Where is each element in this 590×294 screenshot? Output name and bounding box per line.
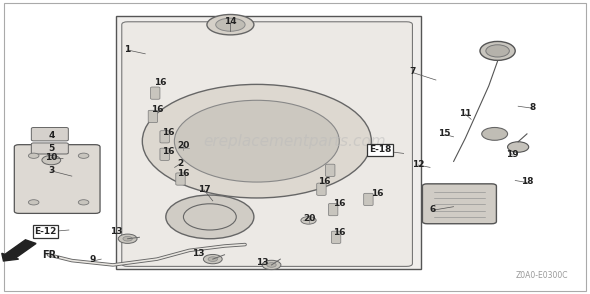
Circle shape (186, 205, 234, 229)
Text: 20: 20 (303, 214, 316, 223)
Text: 16: 16 (371, 189, 384, 198)
Text: 15: 15 (438, 129, 451, 138)
Text: 20: 20 (177, 141, 189, 150)
FancyBboxPatch shape (332, 231, 341, 243)
Bar (116, 16, 421, 269)
Text: 16: 16 (333, 199, 345, 208)
Circle shape (176, 144, 191, 151)
FancyBboxPatch shape (160, 148, 169, 161)
Text: 16: 16 (151, 105, 163, 114)
Circle shape (175, 100, 339, 182)
FancyBboxPatch shape (122, 22, 412, 266)
Text: 12: 12 (412, 160, 425, 169)
Ellipse shape (207, 14, 254, 35)
Circle shape (183, 204, 236, 230)
Circle shape (301, 217, 316, 224)
Circle shape (204, 255, 222, 264)
Text: 19: 19 (506, 150, 519, 159)
Text: 16: 16 (162, 147, 175, 156)
Text: E-18: E-18 (369, 146, 391, 154)
Text: 10: 10 (45, 153, 57, 162)
FancyBboxPatch shape (422, 184, 496, 224)
FancyBboxPatch shape (4, 3, 586, 291)
Text: 4: 4 (48, 131, 54, 140)
Circle shape (166, 195, 254, 239)
Circle shape (142, 84, 371, 198)
Text: 16: 16 (162, 128, 175, 137)
Text: 2: 2 (178, 158, 183, 168)
FancyBboxPatch shape (14, 145, 100, 213)
Ellipse shape (216, 18, 245, 31)
Ellipse shape (486, 45, 509, 57)
Text: 1: 1 (124, 45, 131, 54)
FancyBboxPatch shape (326, 164, 335, 176)
FancyBboxPatch shape (150, 87, 160, 99)
FancyBboxPatch shape (148, 110, 158, 123)
FancyBboxPatch shape (363, 193, 373, 206)
FancyBboxPatch shape (176, 173, 185, 185)
Circle shape (42, 156, 61, 165)
Circle shape (507, 142, 529, 152)
Text: 16: 16 (153, 78, 166, 87)
Circle shape (123, 236, 132, 241)
Circle shape (267, 263, 276, 267)
FancyBboxPatch shape (317, 183, 326, 195)
Circle shape (78, 200, 89, 205)
Text: 6: 6 (430, 205, 436, 214)
FancyBboxPatch shape (31, 128, 68, 141)
Text: 18: 18 (521, 178, 533, 186)
FancyArrow shape (2, 240, 36, 261)
Text: 13: 13 (257, 258, 269, 267)
Text: 14: 14 (224, 17, 237, 26)
Circle shape (208, 257, 218, 261)
Text: 13: 13 (110, 227, 122, 236)
Circle shape (118, 234, 137, 243)
FancyBboxPatch shape (329, 203, 338, 216)
Text: 13: 13 (192, 249, 204, 258)
Text: 17: 17 (198, 185, 210, 194)
Text: 16: 16 (177, 169, 189, 178)
Text: 3: 3 (48, 166, 54, 175)
Text: 11: 11 (459, 109, 471, 118)
Circle shape (482, 128, 507, 140)
Ellipse shape (480, 41, 515, 60)
Text: FR.: FR. (42, 250, 61, 260)
Circle shape (262, 260, 281, 270)
Circle shape (28, 200, 39, 205)
FancyBboxPatch shape (31, 143, 68, 154)
Text: 16: 16 (333, 228, 345, 238)
Text: 7: 7 (409, 67, 415, 76)
Text: E-12: E-12 (34, 227, 57, 236)
Text: Z0A0-E0300C: Z0A0-E0300C (516, 271, 568, 280)
Circle shape (28, 153, 39, 158)
Text: 8: 8 (530, 103, 536, 112)
Text: 9: 9 (89, 255, 96, 264)
Text: ereplacementparts.com: ereplacementparts.com (204, 134, 386, 149)
Text: 16: 16 (318, 178, 330, 186)
Text: 5: 5 (48, 144, 54, 153)
Circle shape (78, 153, 89, 158)
FancyBboxPatch shape (160, 131, 169, 143)
